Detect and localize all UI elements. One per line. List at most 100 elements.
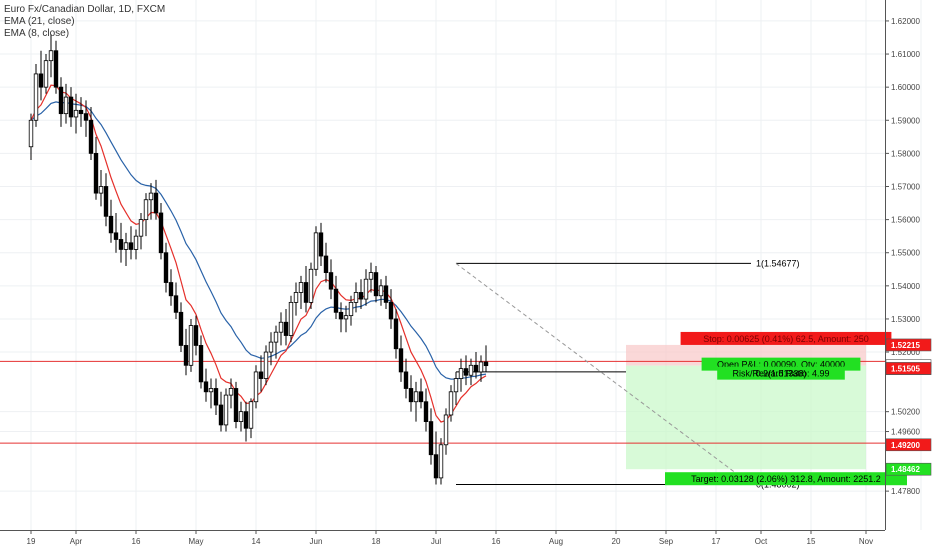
candle-body: [208, 388, 214, 393]
position-labels: Stop: 0.00625 (0.41%) 62.5, Amount: 250 O…: [665, 331, 907, 486]
indicator-ema21: EMA (21, close): [4, 16, 75, 27]
chart-legend: Euro Fx/Canadian Dollar, 1D, FXCM EMA (2…: [4, 4, 165, 40]
candle-body: [88, 119, 94, 154]
candle-body: [123, 242, 129, 250]
candle-body: [73, 109, 79, 118]
candle-body: [233, 388, 239, 422]
candle-body: [328, 272, 334, 290]
candle-body: [113, 232, 119, 240]
price-label-bg: [885, 338, 932, 352]
candle-body: [148, 192, 154, 201]
ema-8-line: [30, 84, 487, 423]
candle-body: [278, 321, 284, 333]
candle-body: [293, 292, 299, 303]
time-tick-label: Jun: [310, 537, 323, 546]
candle-body: [168, 282, 174, 297]
candle-body: [203, 381, 209, 393]
price-label: 1.51505: [891, 364, 920, 373]
candle-body: [68, 96, 74, 118]
candle-body: [303, 282, 309, 303]
time-tick-label: Oct: [755, 537, 768, 546]
price-tick-label: 1.56000: [891, 216, 920, 225]
time-tick-label: 15: [807, 537, 816, 546]
candle-body: [143, 199, 149, 221]
candle-body: [393, 318, 399, 350]
candle-body: [158, 212, 164, 254]
candle-body: [358, 292, 364, 300]
price-tick-label: 1.61000: [891, 50, 920, 59]
price-label: 1.52215: [891, 341, 920, 350]
candle-body: [58, 86, 64, 115]
candle-body: [248, 401, 254, 429]
candle-body: [368, 272, 374, 280]
candle-body: [383, 285, 389, 303]
candle-body: [373, 272, 379, 297]
stop-label: Stop: 0.00625 (0.41%) 62.5, Amount: 250: [703, 334, 869, 344]
candle-body: [433, 454, 439, 479]
candle-body: [353, 292, 359, 303]
stop-label-bg: [680, 331, 892, 345]
candle-body: [258, 371, 264, 379]
candle-body: [418, 391, 424, 403]
candle-body: [333, 288, 339, 313]
price-tick-label: 1.54000: [891, 282, 920, 291]
symbol-title: Euro Fx/Canadian Dollar, 1D, FXCM: [4, 4, 166, 15]
time-tick-label: 16: [132, 537, 141, 546]
candle-body: [28, 119, 34, 148]
price-label-bg: [885, 438, 932, 452]
indicator-ema8: EMA (8, close): [4, 28, 70, 39]
candle-body: [438, 444, 444, 479]
ema-8-path: [30, 84, 487, 423]
candle-body: [458, 368, 464, 379]
candle-body: [33, 73, 39, 121]
candle-body: [473, 364, 479, 373]
time-tick-label: 20: [612, 537, 621, 546]
price-tick-label: 1.57000: [891, 182, 920, 191]
candle-body: [193, 325, 199, 346]
price-tick-label: 1.58000: [891, 149, 920, 158]
candle-body: [423, 401, 429, 422]
target-label-bg: [665, 472, 907, 486]
price-tick-label: 1.60000: [891, 83, 920, 92]
candle-body: [78, 109, 84, 115]
time-axis[interactable]: 19 Apr 16 May 14 Jun 18 Jul 16 Aug 20 Sep 17 Oct 15 Nov: [0, 530, 885, 546]
time-tick-label: Apr: [70, 537, 83, 546]
time-tick-label: May: [188, 537, 203, 546]
price-tick-label: 1.49600: [891, 428, 920, 437]
time-tick-label: 16: [492, 537, 501, 546]
time-tick-label: 18: [372, 537, 381, 546]
candle-body: [453, 378, 459, 393]
candle-body: [188, 325, 194, 366]
candle-body: [138, 219, 144, 237]
candle-body: [153, 192, 159, 214]
price-tick-label: 1.59000: [891, 116, 920, 125]
price-tick-label: 1.62000: [891, 17, 920, 26]
price-axis[interactable]: 1.62000 1.61000 1.60000 1.59000 1.58000 1.570…: [885, 0, 932, 530]
price-tick-label: 1.50200: [891, 408, 920, 417]
candle-body: [198, 345, 204, 383]
candle-body: [83, 113, 89, 121]
price-tick-label: 1.47800: [891, 487, 920, 496]
candle-body: [323, 255, 329, 273]
ratio-label: Risk/Reward Ratio: 4.99: [732, 369, 829, 379]
time-tick-label: Nov: [859, 537, 873, 546]
ema-21-path: [30, 101, 487, 380]
fib-level-label: 1(1.54677): [756, 258, 800, 268]
candle-body: [253, 371, 259, 403]
candle-body: [308, 268, 314, 303]
candle-body: [108, 215, 114, 234]
candle-body: [343, 315, 349, 320]
ratio-overlay: 0.2(1.51338): [755, 369, 806, 379]
candle-body: [448, 391, 454, 416]
grid-lines: [0, 0, 922, 530]
candle-body: [318, 232, 324, 257]
ema-21-line: [30, 101, 487, 380]
candle-body: [338, 311, 344, 320]
candle-body: [413, 391, 419, 403]
price-label-bg: [885, 362, 932, 375]
candle-body: [478, 361, 484, 373]
candle-body: [363, 278, 369, 300]
candle-body: [118, 239, 124, 250]
fib-trend-line: [455, 263, 752, 485]
